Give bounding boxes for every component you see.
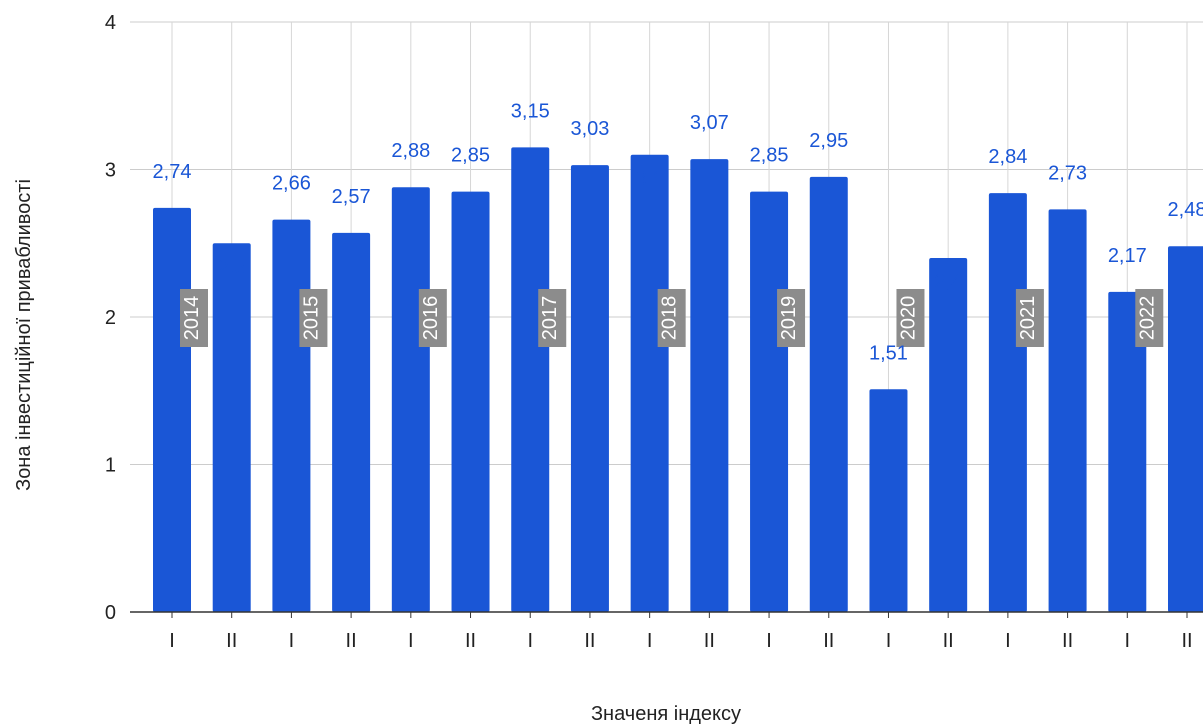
data-label: 3,07 — [690, 112, 729, 134]
group-label: 2016 — [420, 296, 442, 341]
x-category-label: I — [527, 630, 533, 652]
bar — [809, 176, 848, 612]
y-tick-label: 2 — [105, 307, 116, 329]
x-category-label: I — [886, 630, 892, 652]
data-label: 2,57 — [332, 186, 371, 208]
data-label: 2,5 — [218, 256, 246, 278]
bar — [332, 232, 371, 613]
bar — [511, 147, 550, 612]
x-category-label: II — [1181, 630, 1192, 652]
x-category-label: I — [1005, 630, 1011, 652]
x-category-label: II — [704, 630, 715, 652]
x-category-label: I — [408, 630, 414, 652]
bar — [570, 165, 609, 612]
x-category-label: I — [766, 630, 772, 652]
bar — [869, 389, 908, 612]
group-label-bg — [896, 289, 925, 347]
bar — [1108, 291, 1147, 612]
y-axis-title: Зона інвестиційної привабливості — [13, 179, 35, 491]
group-label: 2022 — [1136, 296, 1158, 341]
data-label: 2,73 — [1048, 162, 1087, 184]
bar — [690, 159, 729, 613]
x-category-label: I — [647, 630, 653, 652]
group-label: 2020 — [897, 296, 919, 341]
group-label: 2014 — [181, 296, 203, 341]
y-tick-label: 0 — [105, 602, 116, 624]
data-label: 2,85 — [451, 145, 490, 167]
data-label: 2,17 — [1108, 245, 1147, 267]
group-label-bg — [1015, 289, 1044, 347]
data-label: 1,51 — [869, 342, 908, 364]
data-label: 2,48 — [1168, 199, 1203, 221]
bar — [1048, 209, 1087, 612]
data-label: 2,88 — [391, 140, 430, 162]
x-axis-title: Значеня індексу — [591, 703, 741, 725]
group-label-bg — [777, 289, 806, 347]
data-label: 2,84 — [988, 146, 1027, 168]
group-label-bg — [299, 289, 328, 347]
bar — [988, 193, 1027, 612]
x-category-label: I — [169, 630, 175, 652]
bar — [272, 219, 311, 612]
x-category-label: II — [346, 630, 357, 652]
bar — [1168, 246, 1203, 612]
y-tick-label: 1 — [105, 455, 116, 477]
bar — [153, 207, 191, 612]
group-label: 2015 — [300, 296, 322, 341]
bar — [212, 243, 251, 612]
data-label: 3,03 — [570, 118, 609, 140]
bar — [929, 258, 968, 612]
group-label-bg — [418, 289, 447, 347]
data-label: 3,1 — [636, 168, 664, 190]
data-label: 2,74 — [153, 161, 192, 183]
data-label: 2,66 — [272, 173, 311, 195]
bar — [451, 191, 490, 612]
x-category-label: II — [226, 630, 237, 652]
x-category-label: II — [584, 630, 595, 652]
x-category-label: II — [1062, 630, 1073, 652]
group-label: 2017 — [539, 296, 561, 341]
bar — [750, 191, 789, 612]
y-tick-label: 3 — [105, 160, 116, 182]
group-label-bg — [180, 289, 208, 347]
data-label: 2,95 — [809, 130, 848, 152]
x-category-label: I — [1125, 630, 1131, 652]
x-category-label: II — [823, 630, 834, 652]
data-label: 2,4 — [934, 271, 962, 293]
bar — [391, 187, 430, 612]
data-label: 2,85 — [750, 145, 789, 167]
bar — [630, 154, 669, 612]
x-category-label: II — [465, 630, 476, 652]
group-label-bg — [1135, 289, 1164, 347]
group-label: 2021 — [1017, 296, 1039, 341]
x-category-label: II — [943, 630, 954, 652]
y-tick-label: 4 — [105, 12, 116, 34]
group-label: 2019 — [778, 296, 800, 341]
group-label-bg — [657, 289, 686, 347]
data-label: 3,15 — [511, 100, 550, 122]
x-category-label: I — [289, 630, 295, 652]
group-label-bg — [538, 289, 567, 347]
group-label: 2018 — [659, 296, 681, 341]
